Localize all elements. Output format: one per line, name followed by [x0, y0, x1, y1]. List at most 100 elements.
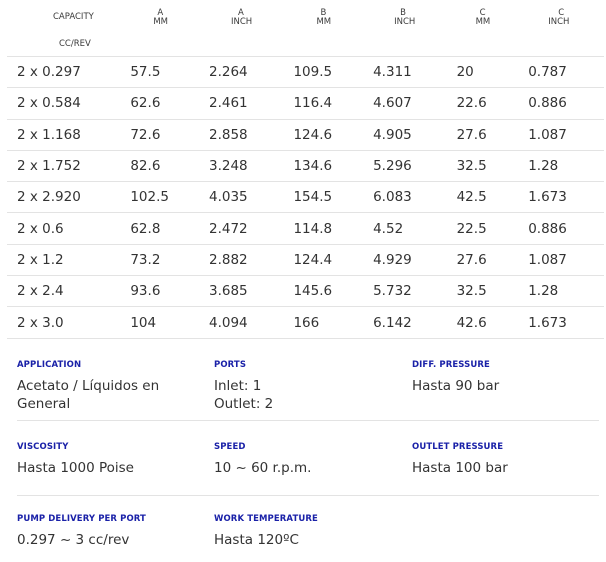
spec-diff-pressure-label: DIFF. PRESSURE: [412, 360, 490, 370]
spec-viscosity-label: VISCOSITY: [17, 442, 69, 452]
spec-application-value-line2: General: [17, 396, 71, 412]
spec-work-temperature-label: WORK TEMPERATURE: [214, 514, 318, 524]
cell-a-inch: 2.858: [209, 118, 294, 151]
cell-b-inch: 6.142: [373, 306, 457, 339]
header-a-unit: MM: [153, 17, 169, 27]
spec-pump-delivery-value: 0.297 ~ 3 cc/rev: [17, 532, 130, 548]
cell-a-inch: 2.472: [209, 212, 294, 245]
spec-speed-label: SPEED: [214, 442, 246, 452]
cell-c-mm: 42.6: [456, 306, 529, 339]
cell-c-mm: 22.5: [456, 212, 529, 245]
cell-c-inch: 1.673: [528, 306, 604, 339]
cell-c-inch: 1.28: [528, 275, 604, 307]
header-b2-letter: B: [400, 8, 406, 18]
cell-b-mm: 114.8: [293, 212, 374, 245]
cell-b-mm: 109.5: [293, 55, 374, 88]
spec-outlet-pressure-value: Hasta 100 bar: [412, 460, 508, 476]
cell-b-inch: 4.607: [373, 87, 457, 120]
spec-work-temperature: WORK TEMPERATURE Hasta 120ºC: [214, 514, 384, 549]
spec-outlet-pressure-label: OUTLET PRESSURE: [412, 442, 504, 452]
cell-c-inch: 0.886: [528, 87, 604, 120]
cell-a-inch: 2.264: [209, 55, 294, 88]
header-c-letter: C: [479, 8, 486, 18]
table-row: 2 x 1.752 82.6 3.248 134.6 5.296 32.5 1.28: [7, 149, 604, 182]
cell-b-inch: 6.083: [373, 181, 457, 213]
spec-diff-pressure-value: Hasta 90 bar: [412, 378, 500, 394]
cell-a-mm: 57.5: [130, 55, 209, 88]
cell-capacity: 2 x 0.297: [7, 55, 131, 88]
cell-a-mm: 104: [130, 306, 209, 339]
cell-b-mm: 124.6: [293, 118, 374, 151]
cell-a-mm: 82.6: [130, 149, 209, 182]
cell-b-mm: 145.6: [293, 275, 374, 307]
cell-capacity: 2 x 2.920: [7, 181, 131, 213]
cell-a-mm: 93.6: [130, 275, 209, 307]
header-c2-letter: C: [558, 8, 565, 18]
table-row: 2 x 2.920 102.5 4.035 154.5 6.083 42.5 1.673: [7, 181, 604, 213]
header-b2-unit: INCH: [394, 17, 416, 27]
table-row: 2 x 0.297 57.5 2.264 109.5 4.311 20 0.787: [7, 55, 604, 88]
cell-a-mm: 62.8: [130, 212, 209, 245]
header-capacity-label: CAPACITY: [53, 12, 94, 22]
spec-application: APPLICATION Acetato / Líquidos en Genera…: [17, 360, 197, 413]
cell-c-mm: 32.5: [456, 275, 529, 307]
cell-a-inch: 4.094: [209, 306, 294, 339]
cell-capacity: 2 x 1.168: [7, 118, 131, 151]
spec-diff-pressure: DIFF. PRESSURE Hasta 90 bar: [412, 360, 592, 395]
cell-b-mm: 134.6: [293, 149, 374, 182]
cell-a-mm: 102.5: [130, 181, 209, 213]
cell-b-inch: 4.929: [373, 243, 457, 276]
cell-capacity: 2 x 0.584: [7, 87, 131, 120]
header-a-letter: A: [157, 8, 164, 18]
cell-c-mm: 42.5: [456, 181, 529, 213]
spec-ports: PORTS Inlet: 1 Outlet: 2: [214, 360, 384, 413]
cell-b-mm: 116.4: [293, 87, 374, 120]
header-c-mm: C MM: [457, 0, 529, 57]
table-row: 2 x 3.0 104 4.094 166 6.142 42.6 1.673: [7, 306, 604, 339]
cell-a-mm: 62.6: [130, 87, 209, 120]
header-capacity-unit: CC/REV: [59, 39, 91, 49]
table-row: 2 x 0.6 62.8 2.472 114.8 4.52 22.5 0.886: [7, 212, 604, 245]
spec-speed-value: 10 ~ 60 r.p.m.: [214, 460, 312, 476]
cell-c-mm: 27.6: [456, 243, 529, 276]
spec-work-temperature-value: Hasta 120ºC: [214, 532, 299, 548]
dimensions-table: CAPACITY CC/REV A MM A INCH B MM: [7, 0, 604, 339]
header-c-inch: C INCH: [528, 0, 604, 57]
cell-c-inch: 0.886: [528, 212, 604, 245]
cell-b-mm: 166: [293, 306, 374, 339]
specifications-section: APPLICATION Acetato / Líquidos en Genera…: [17, 354, 599, 562]
cell-a-inch: 3.685: [209, 275, 294, 307]
cell-c-mm: 20: [456, 55, 529, 88]
cell-b-inch: 4.311: [373, 55, 457, 88]
cell-c-inch: 1.673: [528, 181, 604, 213]
spec-viscosity: VISCOSITY Hasta 1000 Poise: [17, 442, 197, 477]
header-a-mm: A MM: [130, 0, 209, 57]
cell-a-mm: 72.6: [130, 118, 209, 151]
header-b-inch: B INCH: [373, 0, 457, 57]
table-row: 2 x 2.4 93.6 3.685 145.6 5.732 32.5 1.28: [7, 275, 604, 307]
cell-c-inch: 1.28: [528, 149, 604, 182]
cell-a-inch: 2.461: [209, 87, 294, 120]
header-a2-unit: INCH: [231, 17, 253, 27]
cell-capacity: 2 x 0.6: [7, 212, 131, 245]
cell-b-inch: 4.905: [373, 118, 457, 151]
spec-ports-outlet: Outlet: 2: [214, 396, 274, 412]
header-c2-unit: INCH: [548, 17, 570, 27]
cell-b-inch: 5.296: [373, 149, 457, 182]
cell-a-mm: 73.2: [130, 243, 209, 276]
cell-capacity: 2 x 1.752: [7, 149, 131, 182]
cell-c-inch: 1.087: [528, 118, 604, 151]
cell-b-inch: 4.52: [373, 212, 457, 245]
spec-application-label: APPLICATION: [17, 360, 82, 370]
cell-c-mm: 22.6: [456, 87, 529, 120]
spec-ports-inlet: Inlet: 1: [214, 378, 262, 394]
spec-pump-delivery: PUMP DELIVERY PER PORT 0.297 ~ 3 cc/rev: [17, 514, 197, 549]
cell-capacity: 2 x 1.2: [7, 243, 131, 276]
header-b-letter: B: [320, 8, 327, 18]
spec-ports-label: PORTS: [214, 360, 247, 370]
spec-row: VISCOSITY Hasta 1000 Poise SPEED 10 ~ 60…: [17, 415, 599, 496]
header-capacity: CAPACITY CC/REV: [7, 0, 130, 57]
cell-a-inch: 3.248: [209, 149, 294, 182]
spec-row: PUMP DELIVERY PER PORT 0.297 ~ 3 cc/rev …: [17, 496, 599, 556]
spec-application-value-line1: Acetato / Líquidos en: [17, 378, 160, 394]
